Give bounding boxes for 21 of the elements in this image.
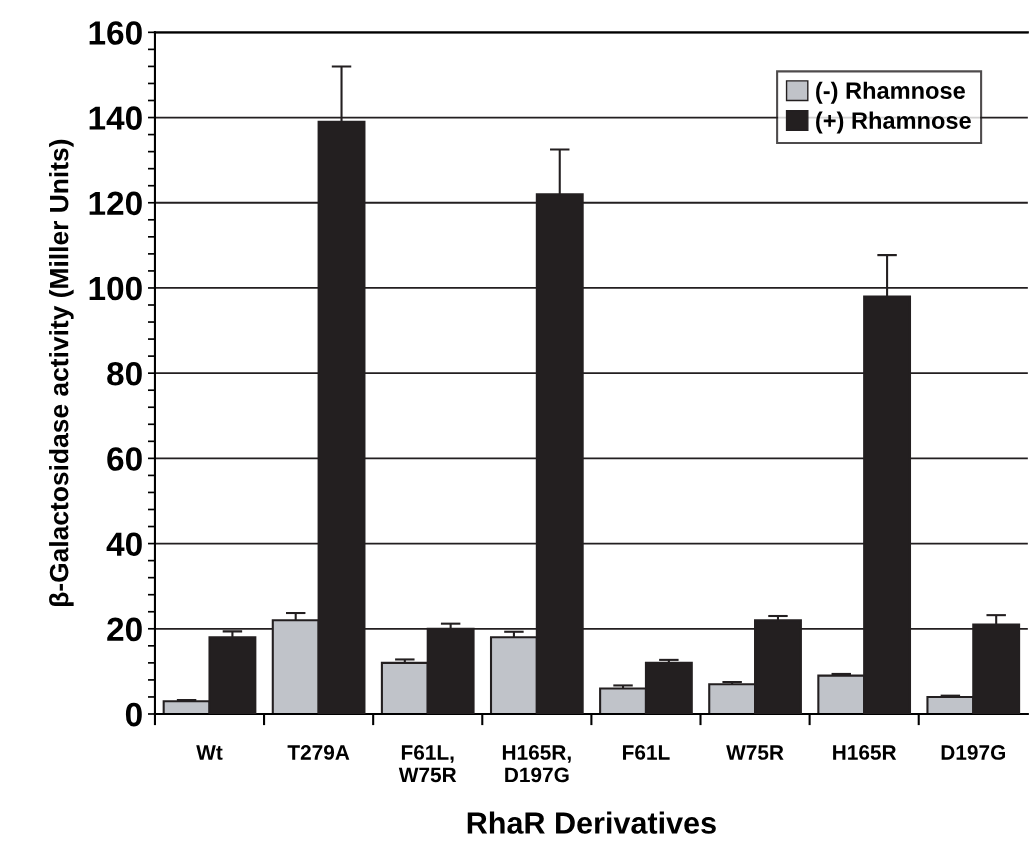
x-tick-label: D197G	[941, 745, 1005, 760]
y-tick-label: 80	[107, 361, 142, 386]
x-tick-label: F61L	[623, 745, 670, 760]
y-tick-label: 120	[89, 191, 142, 216]
x-tick-label: Wt	[196, 745, 223, 760]
y-tick-label: 60	[107, 447, 142, 471]
x-tick-label: H165R	[833, 745, 897, 760]
x-tick-label: F61L, W75R	[398, 745, 457, 783]
legend-label: (+) Rhamnose	[816, 111, 971, 134]
x-tick-label: T279A	[287, 745, 350, 760]
y-tick-label: 40	[106, 532, 142, 556]
y-tick-label: 140	[89, 106, 142, 130]
legend-label: (-) Rhamnose	[816, 81, 965, 104]
x-tick-label: W75R	[726, 745, 784, 760]
y-tick-label: 100	[89, 276, 142, 301]
y-tick-label: 20	[107, 617, 142, 642]
y-axis-title: β-Galactosidase activity (Miller Units)	[49, 139, 74, 606]
x-tick-label: H165R, D197G	[502, 745, 571, 783]
y-tick-label: 160	[89, 21, 142, 45]
y-tick-label: 0	[125, 702, 142, 727]
x-axis-title: RhaR Derivatives	[467, 811, 716, 834]
